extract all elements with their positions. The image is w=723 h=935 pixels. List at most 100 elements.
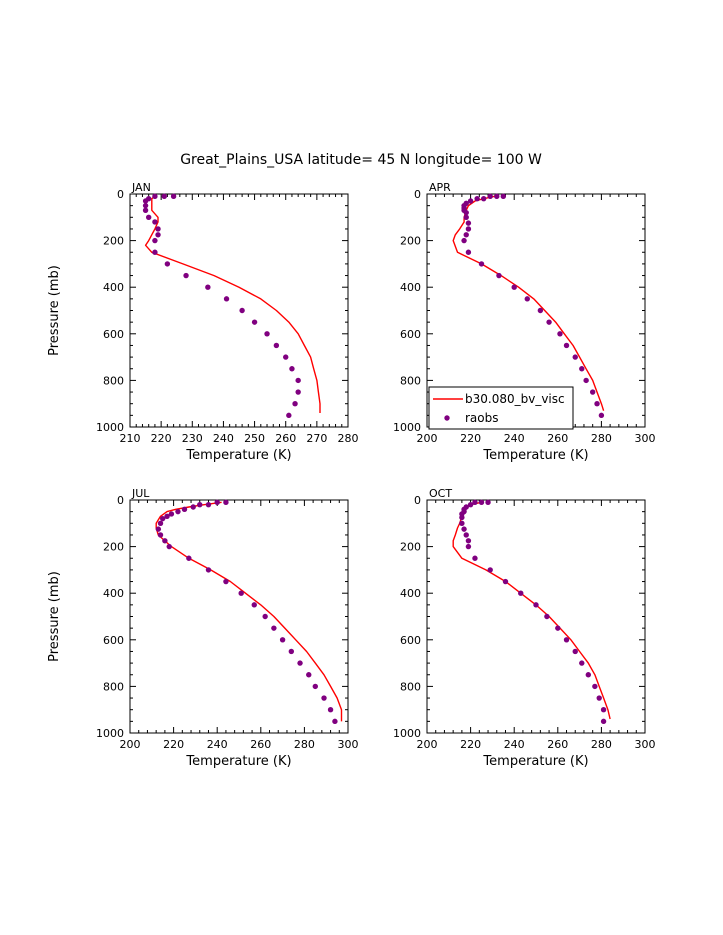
obs-point bbox=[223, 578, 229, 585]
obs-point bbox=[152, 193, 158, 200]
obs-point bbox=[183, 272, 189, 279]
obs-point bbox=[175, 508, 181, 515]
obs-point bbox=[223, 296, 230, 302]
y-tick-label: 1000 bbox=[96, 421, 124, 434]
y-tick-label: 600 bbox=[103, 328, 124, 341]
obs-point bbox=[467, 198, 474, 204]
x-axis-label: Temperature (K) bbox=[482, 448, 588, 463]
obs-point bbox=[152, 237, 158, 244]
obs-point bbox=[589, 389, 596, 395]
obs-point bbox=[251, 319, 258, 325]
y-tick-label: 600 bbox=[400, 634, 421, 647]
x-tick-label: 200 bbox=[417, 432, 438, 445]
panel-jul: JUL 200 220 240 260 280 300 0 200 400 600 800 1000 Te… bbox=[47, 487, 359, 769]
obs-point bbox=[537, 307, 544, 314]
x-tick-label: 260 bbox=[547, 432, 568, 445]
obs-point bbox=[271, 625, 277, 631]
obs-point bbox=[295, 377, 301, 384]
obs-point bbox=[478, 499, 485, 506]
obs-point bbox=[164, 513, 170, 520]
obs-point bbox=[142, 202, 149, 209]
obs-point bbox=[463, 232, 469, 238]
x-tick-label: 240 bbox=[504, 432, 525, 445]
obs-point bbox=[472, 499, 478, 506]
y-tick-label: 400 bbox=[400, 587, 421, 600]
x-tick-label: 280 bbox=[338, 432, 359, 445]
obs-point bbox=[155, 226, 161, 232]
panel-label: APR bbox=[429, 181, 451, 194]
x-tick-label: 220 bbox=[460, 738, 481, 751]
obs-point bbox=[546, 319, 552, 325]
obs-point bbox=[533, 602, 539, 608]
obs-point bbox=[585, 672, 592, 678]
obs-point bbox=[142, 198, 149, 204]
obs-point bbox=[511, 284, 517, 290]
obs-point bbox=[190, 504, 196, 510]
x-tick-label: 260 bbox=[547, 738, 568, 751]
obs-point bbox=[292, 401, 298, 407]
figure-title: Great_Plains_USA latitude= 45 N longitud… bbox=[180, 152, 542, 168]
x-tick-label: 250 bbox=[244, 432, 265, 445]
panel-label: JUL bbox=[131, 487, 150, 500]
x-tick-label: 240 bbox=[504, 738, 525, 751]
obs-point bbox=[579, 366, 585, 372]
obs-point bbox=[152, 219, 158, 225]
obs-point bbox=[251, 602, 257, 608]
plot-frame bbox=[426, 499, 646, 734]
obs-point bbox=[463, 214, 469, 220]
obs-point bbox=[487, 567, 493, 573]
legend-obs-swatch bbox=[444, 415, 450, 421]
model-line bbox=[144, 195, 321, 413]
obs-point bbox=[572, 354, 578, 360]
obs-point bbox=[166, 543, 172, 550]
obs-point bbox=[487, 193, 493, 200]
obs-point bbox=[288, 648, 295, 655]
obs-point bbox=[592, 683, 598, 690]
obs-point bbox=[295, 389, 301, 395]
obs-point bbox=[463, 209, 469, 216]
y-tick-label: 400 bbox=[103, 281, 124, 294]
y-tick-label: 800 bbox=[400, 680, 421, 693]
obs-point bbox=[594, 401, 600, 407]
x-tick-label: 300 bbox=[338, 738, 359, 751]
panel-apr: APR 200 220 240 260 280 300 0 200 400 600 800 1000 Te… bbox=[393, 181, 656, 463]
y-tick-label: 1000 bbox=[393, 727, 421, 740]
obs-point bbox=[557, 331, 563, 337]
obs-point bbox=[279, 637, 286, 643]
y-tick-label: 1000 bbox=[96, 727, 124, 740]
obs-point bbox=[145, 214, 152, 220]
obs-point bbox=[478, 261, 485, 267]
obs-point bbox=[152, 249, 158, 255]
x-tick-label: 210 bbox=[120, 432, 141, 445]
model-line bbox=[155, 501, 343, 722]
obs-point bbox=[494, 193, 500, 200]
model-line bbox=[452, 501, 611, 720]
obs-point bbox=[544, 613, 550, 620]
obs-point bbox=[273, 342, 280, 349]
obs-point bbox=[465, 226, 472, 232]
obs-point bbox=[286, 412, 292, 419]
x-tick-label: 260 bbox=[275, 432, 296, 445]
x-tick-label: 260 bbox=[250, 738, 271, 751]
obs-point bbox=[474, 195, 480, 202]
obs-point bbox=[563, 637, 570, 643]
obs-point bbox=[500, 193, 506, 200]
legend-box bbox=[428, 386, 574, 430]
y-tick-label: 400 bbox=[400, 281, 421, 294]
obs-point bbox=[205, 567, 212, 573]
obs-point bbox=[155, 526, 162, 532]
obs-point bbox=[312, 683, 318, 690]
obs-point bbox=[155, 232, 161, 238]
x-tick-label: 220 bbox=[163, 738, 184, 751]
obs-point bbox=[579, 660, 585, 666]
obs-point bbox=[485, 499, 491, 506]
x-tick-label: 200 bbox=[417, 738, 438, 751]
y-axis-label: Pressure (mb) bbox=[47, 265, 62, 356]
obs-point bbox=[472, 555, 478, 561]
x-tick-label: 270 bbox=[306, 432, 327, 445]
obs-point bbox=[563, 342, 570, 349]
obs-point bbox=[168, 511, 175, 517]
y-tick-label: 200 bbox=[400, 541, 421, 554]
obs-point bbox=[480, 195, 487, 202]
